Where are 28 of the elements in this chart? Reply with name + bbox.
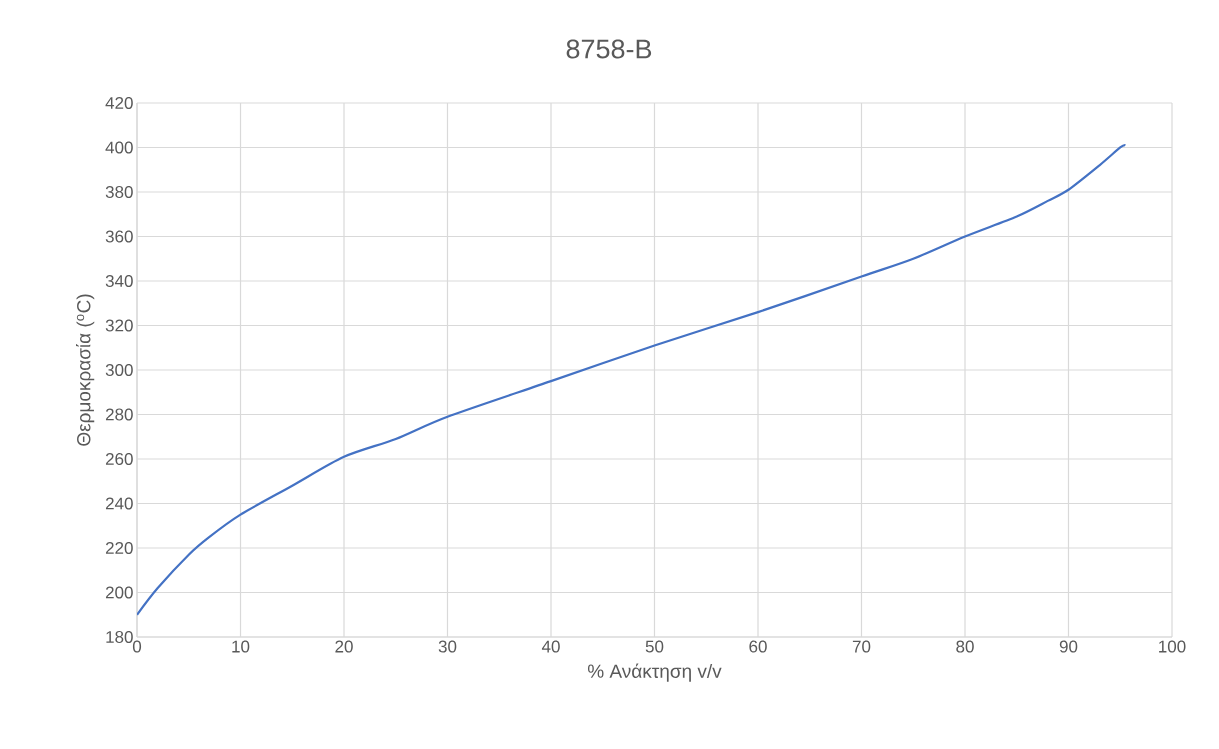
- x-tick-label: 80: [956, 640, 974, 653]
- y-tick-label: 220: [105, 541, 133, 555]
- line-series: [137, 144, 1127, 616]
- x-tick-label: 50: [645, 640, 664, 653]
- x-tick-label: 30: [438, 640, 457, 653]
- y-tick-label: 380: [105, 185, 133, 199]
- y-tick-label: 400: [105, 141, 133, 154]
- x-tick-label: 10: [232, 640, 250, 653]
- y-tick-label: 300: [105, 363, 133, 377]
- x-axis-title: % Ανάκτηση v/v: [587, 663, 722, 682]
- y-tick-label: 320: [105, 319, 133, 332]
- chart-title: 8758-B: [566, 39, 652, 59]
- x-tick-label: 0: [132, 640, 142, 653]
- y-tick-label: 180: [106, 630, 133, 644]
- y-tick-label: 240: [105, 497, 133, 510]
- y-tick-label: 280: [105, 408, 133, 421]
- x-tick-label: 70: [852, 640, 871, 653]
- y-axis-title: Θερμοκρασία ($^{o}$C): [76, 294, 95, 446]
- y-tick-label: 200: [105, 586, 133, 599]
- y-tick-label: 340: [105, 274, 133, 288]
- x-tick-label: 20: [335, 640, 353, 653]
- x-tick-label: 90: [1059, 640, 1078, 653]
- x-tick-label: 60: [749, 640, 767, 653]
- x-tick-label: 40: [541, 640, 560, 653]
- y-tick-label: 420: [105, 96, 133, 110]
- y-tick-label: 260: [105, 452, 133, 466]
- x-tick-label: 100: [1159, 640, 1186, 653]
- y-tick-label: 360: [105, 230, 133, 243]
